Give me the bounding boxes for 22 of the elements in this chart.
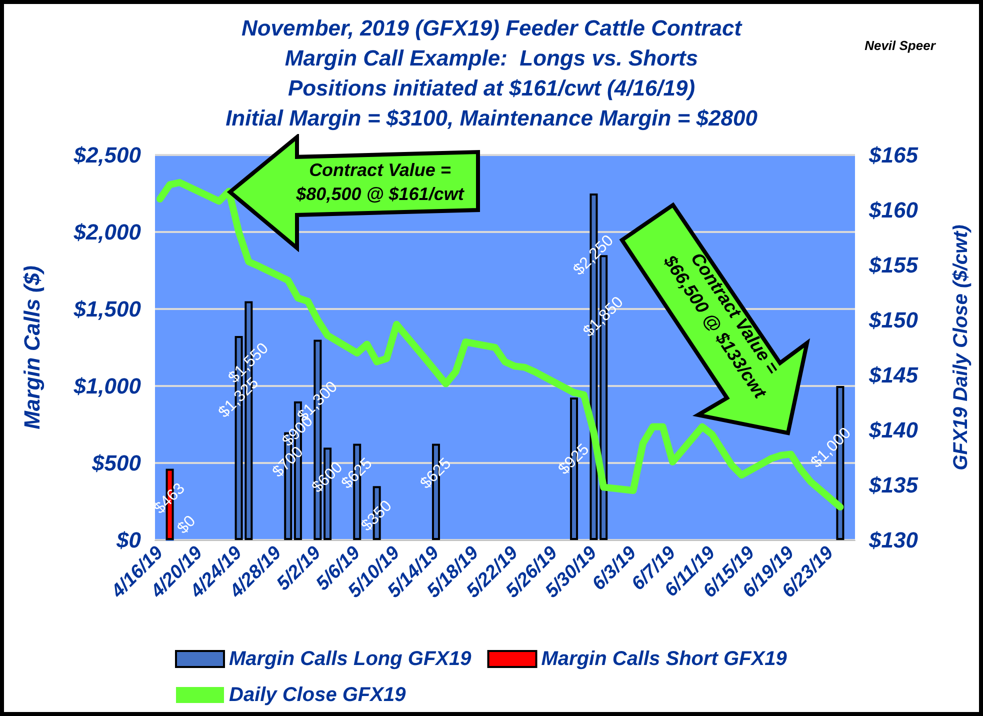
y2-tick-label: $145 xyxy=(868,362,919,388)
y2-tick-label: $160 xyxy=(868,198,919,222)
chart-title: November, 2019 (GFX19) Feeder Cattle Contract Margin Call Example: Longs vs. Shorts Positions initiated at $161/cwt (4/16/19) Initial Margin = $3100, Maintenance Margin = $2800 xyxy=(226,16,758,130)
y-tick-label: $2,500 xyxy=(72,142,142,168)
y2-tick-label: $130 xyxy=(868,528,919,552)
y-tick-label: $1,000 xyxy=(72,374,142,398)
y2-tick-label: $150 xyxy=(868,308,919,332)
y2-tick-label: $165 xyxy=(868,142,919,168)
legend-label: Margin Calls Short GFX19 xyxy=(541,648,788,670)
annotation: Contract Value = $80,500 @ $161/cwt xyxy=(295,159,466,206)
y-axis-title: Margin Calls ($) xyxy=(20,266,44,430)
legend-label: Margin Calls Long GFX19 xyxy=(229,648,472,670)
y2-axis-title: GFX19 Daily Close ($/cwt) xyxy=(950,224,972,470)
data-label: $0 xyxy=(174,512,200,538)
y2-tick-label: $135 xyxy=(868,472,919,498)
text: Nevil Speer xyxy=(864,37,937,55)
y2-tick-label: $140 xyxy=(868,418,919,442)
legend-label: Daily Close GFX19 xyxy=(229,684,407,706)
y-tick-label: $2,000 xyxy=(72,220,142,244)
y-tick-label: $500 xyxy=(91,450,142,476)
y-tick-label: $1,500 xyxy=(72,296,142,322)
y2-tick-label: $155 xyxy=(868,252,919,278)
